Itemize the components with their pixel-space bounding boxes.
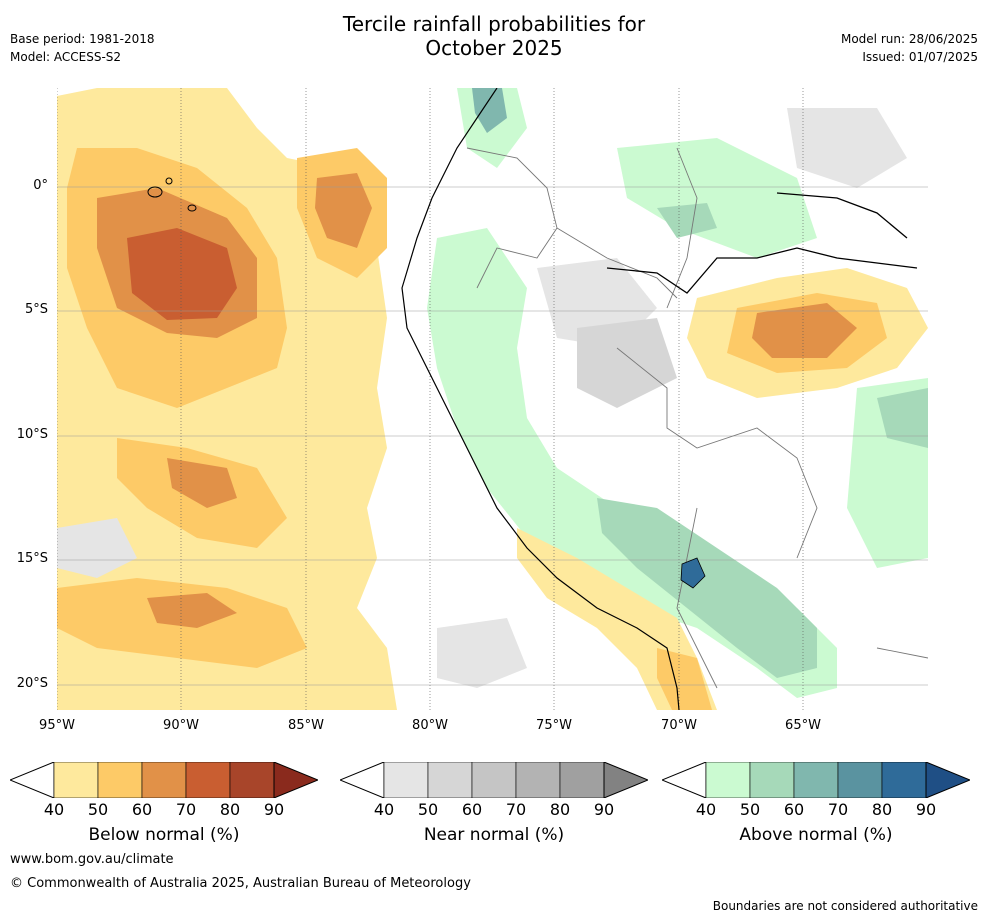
footer-copyright: © Commonwealth of Australia 2025, Austra…	[10, 876, 471, 891]
y-tick-10s: 10°S	[16, 427, 48, 442]
x-tick-80w: 80°W	[412, 718, 448, 733]
colorbar-near-normal	[340, 762, 648, 798]
below-normal-east-strong	[752, 303, 857, 358]
near-swatch-4	[515, 762, 561, 798]
y-tick-15s: 15°S	[16, 551, 48, 566]
near-tick-40: 40	[373, 800, 395, 819]
below-swatch-1	[53, 762, 99, 798]
below-normal-west-peak	[127, 228, 237, 320]
map-canvas	[57, 88, 928, 710]
colorbar-above-normal	[662, 762, 970, 798]
base-period: Base period: 1981-2018	[10, 32, 155, 46]
below-tick-70: 70	[175, 800, 197, 819]
y-tick-0: 0°	[33, 178, 48, 193]
above-normal-label: Above normal (%)	[739, 825, 893, 845]
above-swatch-5	[881, 762, 927, 798]
map-title: Tercile rainfall probabilities for Octob…	[0, 12, 988, 60]
galapagos-islands	[147, 177, 197, 212]
below-swatch-3	[141, 762, 187, 798]
country-borders	[466, 147, 928, 689]
model-run: Model run: 28/06/2025	[840, 32, 978, 46]
near-tick-90: 90	[593, 800, 615, 819]
below-swatch-4	[185, 762, 231, 798]
below-normal-galapagos-east-core	[315, 173, 372, 248]
colorbar-below-normal	[10, 762, 318, 798]
above-swatch-3	[793, 762, 839, 798]
above-tick-80: 80	[871, 800, 893, 819]
below-normal-southern-core	[147, 593, 237, 628]
near-tick-80: 80	[549, 800, 571, 819]
above-tick-70: 70	[827, 800, 849, 819]
title-line-1: Tercile rainfall probabilities for	[342, 12, 646, 36]
x-tick-70w: 70°W	[661, 718, 697, 733]
above-normal-east-core	[877, 388, 928, 448]
below-normal-southwest-core	[167, 458, 237, 508]
near-swatch-3	[471, 762, 517, 798]
footer-url: www.bom.gov.au/climate	[10, 852, 174, 867]
below-normal-label: Below normal (%)	[88, 825, 240, 845]
rainfall-map	[57, 88, 928, 710]
above-tick-60: 60	[783, 800, 805, 819]
near-normal-patch-1	[57, 518, 137, 578]
y-tick-20s: 20°S	[16, 676, 48, 691]
latitude-gridlines	[57, 186, 928, 686]
meta-left: Base period: 1981-2018 Model: ACCESS-S2	[10, 30, 155, 66]
x-tick-95w: 95°W	[39, 718, 75, 733]
above-normal-central	[617, 138, 817, 258]
below-tick-40: 40	[43, 800, 65, 819]
near-normal-patch-3	[787, 108, 907, 188]
near-tick-60: 60	[461, 800, 483, 819]
below-tick-80: 80	[219, 800, 241, 819]
above-swatch-4	[837, 762, 883, 798]
x-tick-85w: 85°W	[288, 718, 324, 733]
meta-right: Model run: 28/06/2025 Issued: 01/07/2025	[841, 30, 978, 66]
near-swatch-1	[383, 762, 429, 798]
near-tick-70: 70	[505, 800, 527, 819]
model-name: Model: ACCESS-S2	[10, 50, 122, 64]
title-line-2: October 2025	[425, 36, 563, 60]
footer-disclaimer: Boundaries are not considered authoritat…	[712, 899, 978, 913]
coastline	[401, 88, 680, 710]
above-tick-90: 90	[915, 800, 937, 819]
near-normal-patch-4	[437, 618, 527, 688]
below-swatch-5	[229, 762, 275, 798]
above-normal-north-core	[472, 88, 507, 133]
above-swatch-1	[705, 762, 751, 798]
near-normal-label: Near normal (%)	[423, 825, 565, 845]
x-tick-90w: 90°W	[163, 718, 199, 733]
near-tick-50: 50	[417, 800, 439, 819]
issued-date: Issued: 01/07/2025	[862, 50, 978, 64]
river-line	[606, 192, 918, 294]
x-tick-65w: 65°W	[785, 718, 821, 733]
above-normal-andes-core	[597, 498, 817, 678]
near-swatch-5	[559, 762, 605, 798]
x-tick-75w: 75°W	[536, 718, 572, 733]
below-swatch-2	[97, 762, 143, 798]
above-normal-central-core	[657, 203, 717, 238]
near-swatch-2	[427, 762, 473, 798]
above-tick-40: 40	[695, 800, 717, 819]
near-normal-patch-5	[577, 318, 677, 408]
below-tick-50: 50	[87, 800, 109, 819]
y-tick-5s: 5°S	[24, 302, 48, 317]
above-tick-50: 50	[739, 800, 761, 819]
above-swatch-2	[749, 762, 795, 798]
below-tick-90: 90	[263, 800, 285, 819]
below-tick-60: 60	[131, 800, 153, 819]
lake-titicaca	[680, 557, 706, 589]
